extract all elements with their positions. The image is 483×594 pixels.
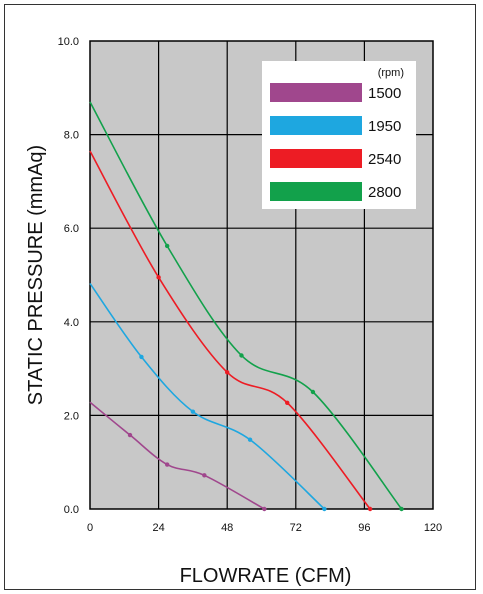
tick-labels: 0 24 48 72 96 120 0.0 2.0 4.0 6.0 8.0 10.0 <box>58 36 443 534</box>
series-1950 <box>89 282 327 512</box>
data-point-2540 <box>225 370 230 375</box>
data-point-1500 <box>164 462 170 467</box>
legend-swatch-2800 <box>270 182 362 201</box>
data-point-2800 <box>399 506 404 512</box>
data-point-2800 <box>164 243 170 249</box>
data-point-1950 <box>247 437 253 442</box>
legend-label-1950: 1950 <box>368 118 401 135</box>
y-tick-label: 6.0 <box>64 223 79 235</box>
y-axis-label: STATIC PRESSURE (mmAq) <box>25 145 47 405</box>
series-2540 <box>89 150 373 512</box>
legend: (rpm) 1500 1950 2540 2800 <box>262 61 416 209</box>
x-tick-label: 120 <box>424 522 442 534</box>
data-point-2800 <box>239 353 244 358</box>
x-tick-label: 96 <box>358 522 370 534</box>
y-tick-label: 8.0 <box>64 130 79 142</box>
data-point-2540 <box>156 275 161 280</box>
data-point-1500 <box>262 506 267 512</box>
data-point-2800 <box>310 389 316 395</box>
y-tick-label: 0.0 <box>64 504 79 516</box>
x-tick-label: 48 <box>221 522 233 534</box>
data-point-1500 <box>127 432 133 438</box>
data-point-1950 <box>322 506 327 512</box>
x-tick-label: 0 <box>87 522 93 534</box>
series-1500 <box>89 401 267 512</box>
x-tick-label: 72 <box>290 522 302 534</box>
legend-unit-label: (rpm) <box>378 67 404 79</box>
series-2800 <box>89 101 404 512</box>
legend-swatch-1950 <box>270 116 362 135</box>
data-point-1500 <box>202 473 207 478</box>
x-tick-label: 24 <box>152 522 164 534</box>
legend-label-2800: 2800 <box>368 184 401 201</box>
legend-label-2540: 2540 <box>368 151 401 168</box>
data-point-2540 <box>367 506 373 512</box>
series-layer <box>89 101 404 512</box>
data-point-1950 <box>190 409 196 414</box>
y-tick-label: 2.0 <box>64 410 79 422</box>
y-tick-label: 4.0 <box>64 317 79 329</box>
legend-swatch-2540 <box>270 149 362 168</box>
data-point-1950 <box>139 354 144 360</box>
x-axis-label: FLOWRATE (CFM) <box>180 565 352 587</box>
legend-swatch-1500 <box>270 83 362 102</box>
data-point-2540 <box>285 400 290 405</box>
y-tick-label: 10.0 <box>58 36 79 48</box>
legend-label-1500: 1500 <box>368 85 401 102</box>
